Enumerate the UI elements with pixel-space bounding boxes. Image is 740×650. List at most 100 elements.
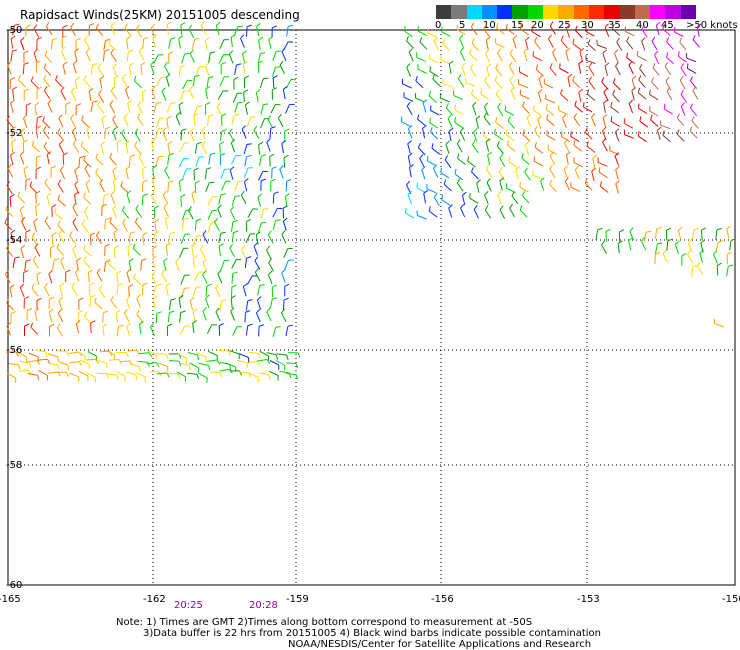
wind-barb	[541, 178, 545, 191]
wind-barb	[245, 102, 249, 115]
wind-barb	[402, 117, 411, 127]
wind-barb	[179, 295, 183, 308]
wind-barb	[221, 62, 226, 74]
wind-barb	[237, 360, 248, 367]
wind-barb	[258, 222, 266, 232]
wind-barb	[533, 170, 543, 179]
wind-barb	[247, 25, 252, 37]
wind-barb	[614, 50, 618, 63]
wind-barb	[408, 141, 412, 154]
wind-barb	[272, 285, 277, 297]
wind-barb	[270, 361, 279, 370]
wind-barb	[579, 61, 583, 74]
wind-barb	[202, 141, 207, 154]
wind-barb	[488, 152, 492, 165]
map-frame	[8, 30, 735, 585]
wind-barb	[487, 64, 491, 77]
wind-barb	[255, 257, 260, 270]
wind-barb	[167, 22, 171, 35]
wind-barb	[500, 154, 505, 167]
wind-barb	[273, 192, 278, 204]
wind-barb	[180, 143, 190, 152]
wind-barb	[59, 362, 69, 371]
wind-barb	[111, 296, 117, 308]
wind-barb	[195, 219, 201, 231]
wind-barb	[427, 28, 436, 38]
wind-barb	[30, 182, 37, 194]
wind-barb	[134, 273, 141, 285]
wind-barb	[190, 298, 194, 311]
lat-label: -60	[6, 581, 22, 591]
wind-barb	[248, 276, 258, 285]
wind-barb	[233, 93, 242, 102]
wind-barb	[73, 246, 77, 259]
wind-barb	[220, 142, 224, 154]
wind-barb	[63, 62, 67, 75]
wind-barb	[23, 63, 28, 75]
wind-barb	[260, 155, 267, 166]
wind-barb	[206, 295, 210, 308]
wind-barb	[61, 257, 65, 270]
wind-barb	[129, 155, 135, 167]
wind-barb	[230, 167, 234, 180]
wind-barb	[666, 52, 673, 64]
wind-barb	[203, 271, 208, 284]
wind-barb	[49, 324, 54, 336]
wind-barb	[663, 250, 668, 263]
wind-barb	[26, 25, 31, 37]
wind-barb	[259, 325, 264, 337]
wind-barb	[664, 104, 673, 114]
wind-barb	[162, 88, 166, 101]
wind-barb	[20, 206, 24, 219]
wind-barb	[168, 373, 180, 378]
wind-barb	[169, 361, 181, 366]
wind-barb	[24, 115, 28, 128]
wind-barb	[677, 130, 684, 142]
wind-barb	[127, 269, 131, 282]
wind-barb	[512, 192, 518, 204]
wind-barb	[519, 67, 528, 77]
wind-barb	[105, 127, 111, 139]
wind-barb	[203, 231, 208, 244]
wind-barb	[561, 89, 568, 101]
wind-barb	[433, 165, 437, 178]
wind-barb	[193, 75, 199, 86]
wind-barb	[219, 54, 229, 63]
wind-barb	[220, 300, 226, 311]
wind-barb	[36, 167, 41, 179]
wind-barb	[624, 118, 633, 128]
wind-barb	[127, 323, 131, 336]
wind-barb	[566, 48, 570, 61]
wind-barb	[198, 373, 207, 383]
wind-barb	[114, 178, 118, 191]
wind-barb	[110, 153, 117, 165]
wind-barb	[62, 47, 66, 60]
wind-barb	[574, 157, 583, 167]
wind-barb	[46, 22, 52, 35]
wind-barb	[587, 89, 595, 100]
wind-barb	[617, 38, 622, 51]
wind-barb	[31, 323, 38, 335]
wind-barb	[681, 103, 685, 116]
wind-barb	[246, 324, 252, 335]
wind-barb	[142, 180, 147, 192]
wind-barb	[194, 114, 198, 127]
wind-barb	[428, 156, 437, 166]
wind-barb	[134, 76, 141, 88]
wind-barb	[247, 117, 256, 127]
wind-barb	[286, 363, 298, 368]
wind-barb	[179, 158, 189, 167]
wind-barb	[45, 51, 52, 63]
wind-barb	[603, 138, 608, 151]
wind-barb	[568, 74, 572, 87]
wind-barb	[128, 100, 132, 113]
wind-barb	[105, 244, 110, 256]
wind-barb	[532, 27, 541, 37]
wind-barb	[137, 295, 141, 308]
wind-barb	[642, 25, 647, 38]
wind-barb	[245, 311, 250, 323]
wind-barb	[11, 100, 15, 113]
wind-barb	[221, 169, 230, 179]
wind-barb	[245, 257, 251, 268]
wind-barb	[592, 168, 596, 181]
